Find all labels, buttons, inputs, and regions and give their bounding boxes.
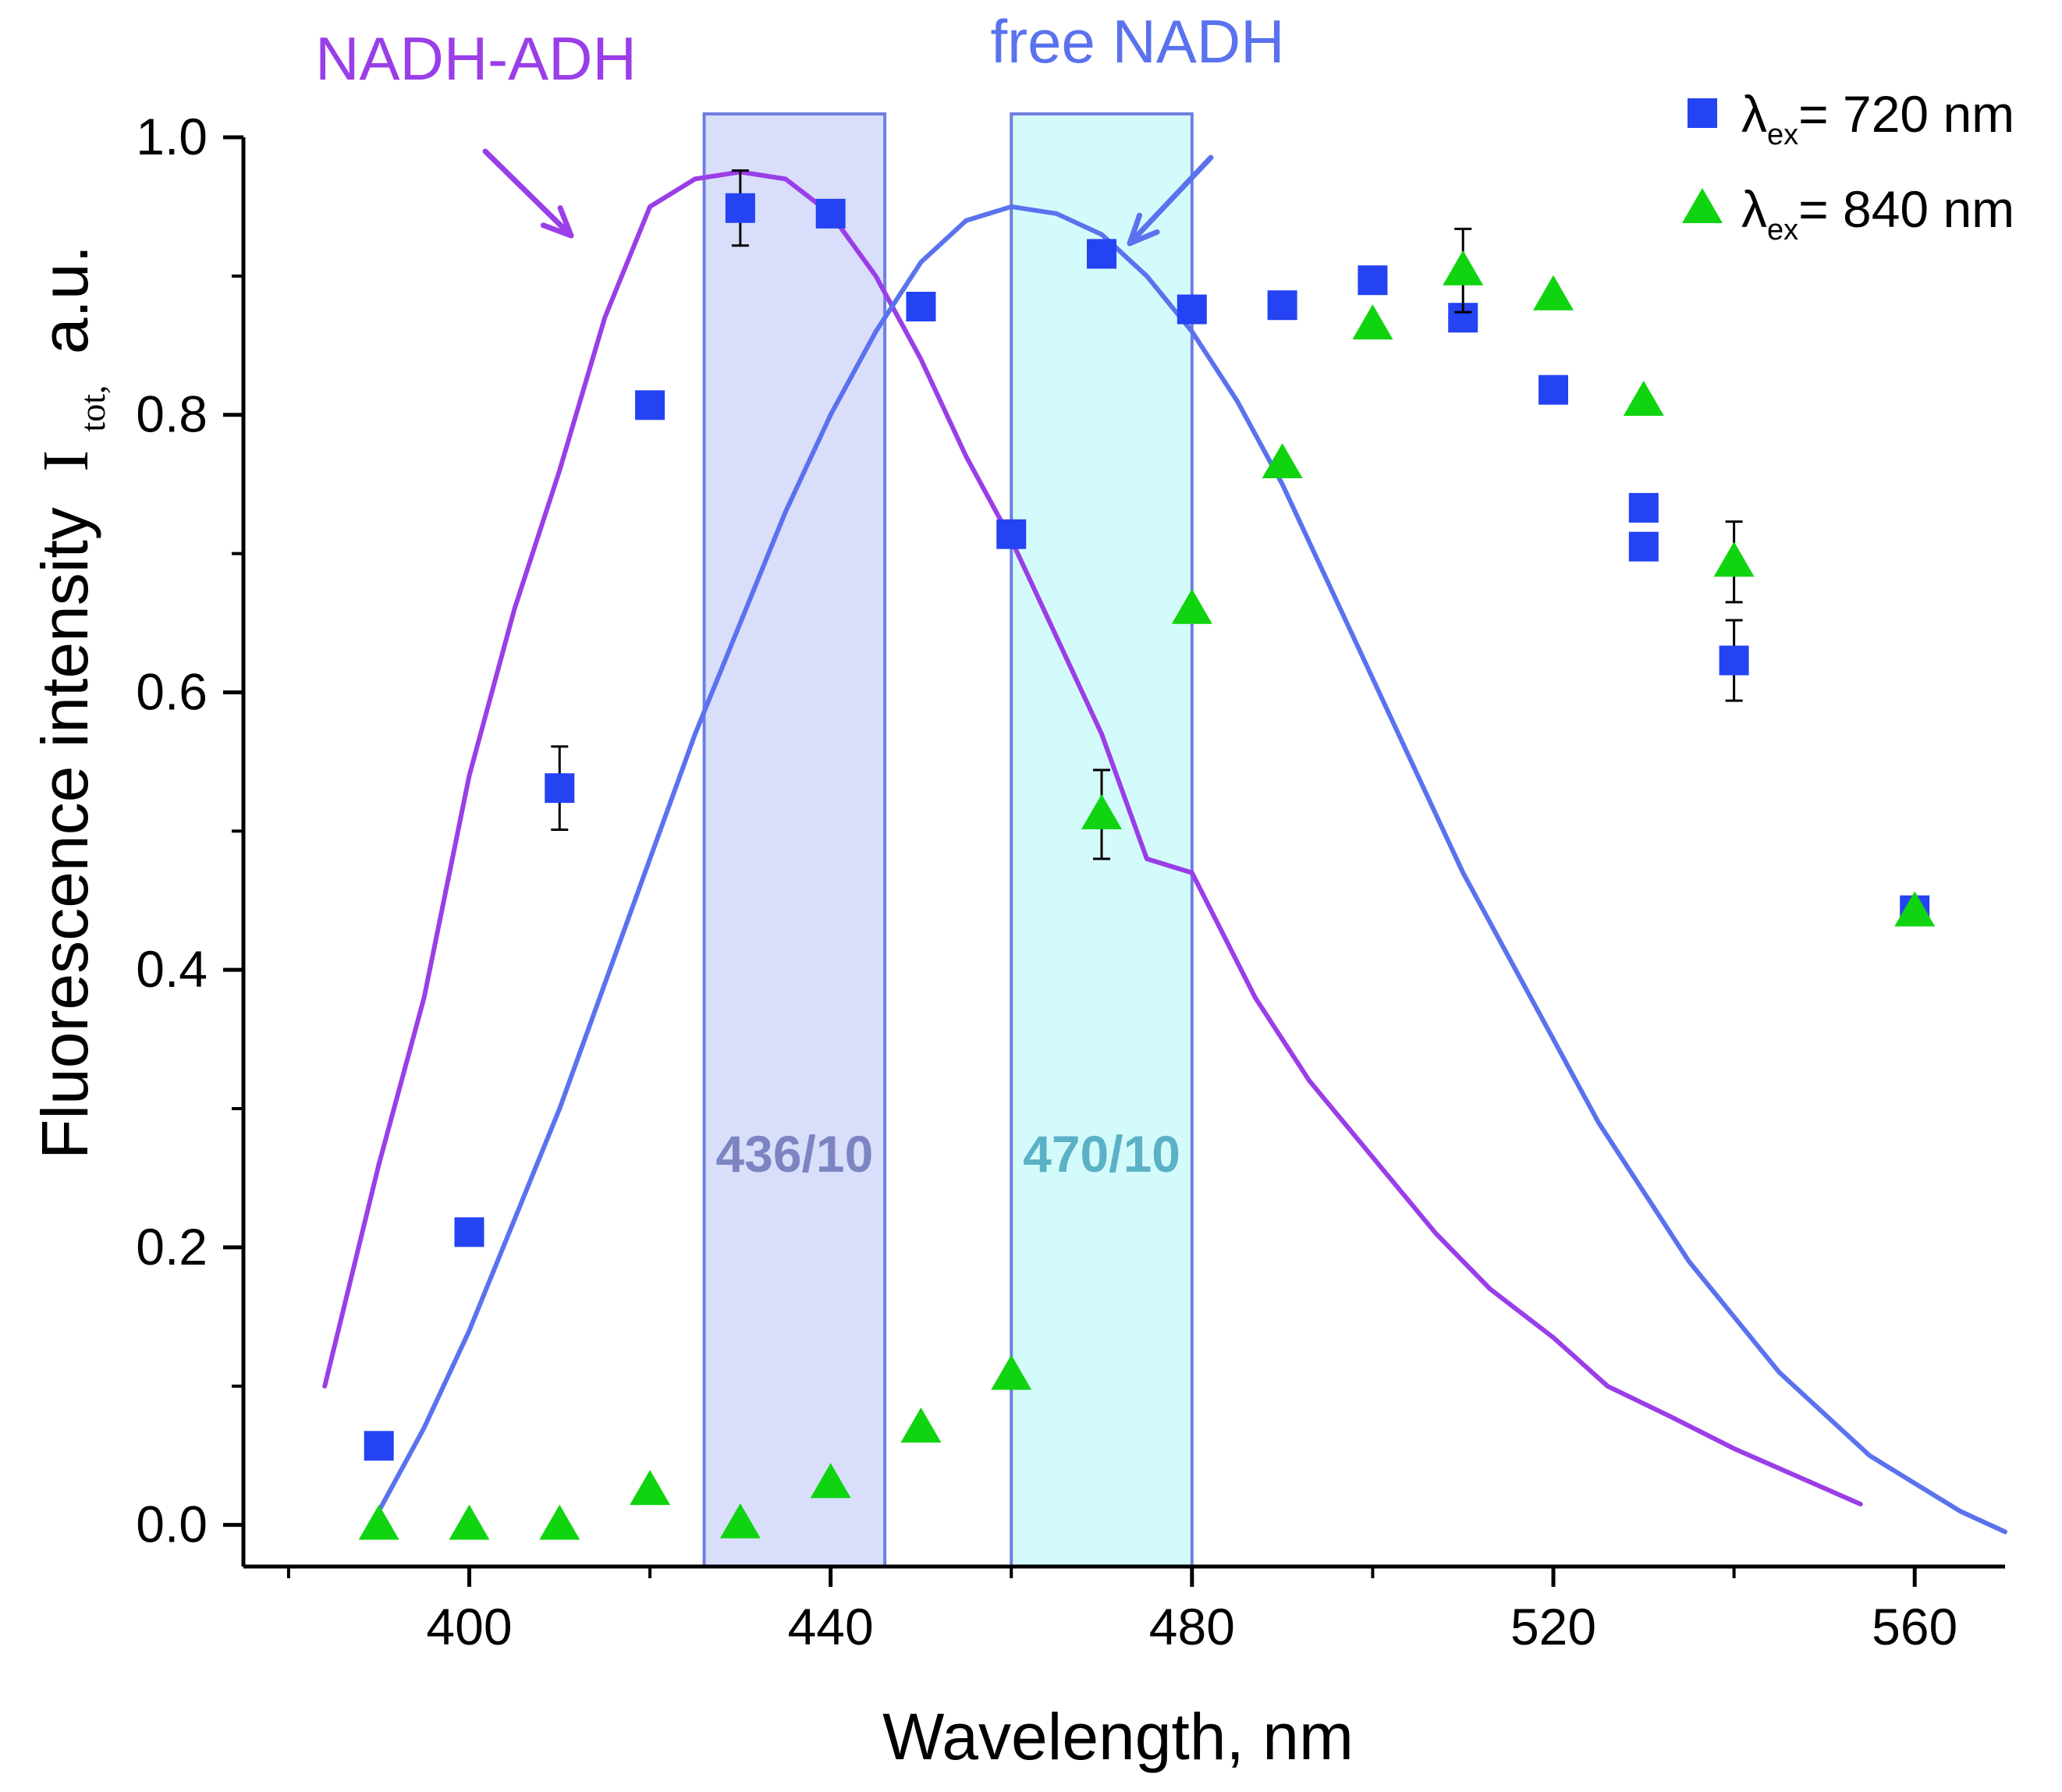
data-point-2-13 [1443,250,1484,286]
arrow-free-nadh-head [1127,212,1160,247]
arrow-free-nadh-shaft [1127,154,1214,247]
data-point-1-7 [906,291,936,321]
data-point-1-4 [635,390,665,420]
data-point-1-9 [1087,239,1117,269]
arrow-nadh-adh-shaft [482,148,574,239]
data-point-2-3 [539,1504,580,1540]
y-tick-label-0.2: 0.2 [136,1218,208,1276]
filter-band-label-1: 436/10 [715,1125,873,1183]
data-point-2-6 [810,1463,851,1499]
legend-value-2: = 840 nm [1798,180,2014,238]
bands-layer: 436/10 470/10 [702,112,1194,1568]
filter-band-label-2: 470/10 [1023,1125,1180,1183]
data-point-2-7 [900,1407,942,1443]
curve-2 [376,204,2007,1535]
y-axis-title-subscript: tot, [73,385,112,431]
legend-symbol-1: λ [1741,85,1767,143]
filter-band-1 [702,112,887,1568]
x-axis-title: Wavelength, nm [882,1700,1354,1773]
data-point-2-17 [1894,891,1936,927]
data-point-1-11 [1267,290,1297,321]
x-tick-label-520: 520 [1510,1598,1596,1655]
data-point-2-4 [630,1470,671,1506]
curve-label-nadh-adh: NADH-ADH [315,24,637,93]
data-point-2-1 [358,1504,399,1540]
curve-label-free-nadh: free NADH [990,7,1284,76]
data-point-2-2 [449,1504,490,1540]
data-point-1-16 [1628,531,1659,562]
data-point-1-17 [1719,645,1749,676]
legend-marker-2 [1682,188,1723,223]
legend-value-1: = 720 nm [1798,85,2014,143]
data-point-1-3 [545,773,575,804]
labels-layer: Wavelength, nm Fluorescence intensity I … [28,7,1354,1773]
data-point-2-15 [1623,380,1664,416]
x-tick-label-480: 480 [1149,1598,1235,1655]
data-point-2-12 [1352,304,1393,340]
y-axis-title-symbol: I [30,450,102,472]
data-point-2-5 [719,1503,761,1538]
legend-label-1: λex= 720 nm [1741,85,2014,151]
legend-symbol-2: λ [1741,180,1767,238]
data-point-2-14 [1533,275,1574,310]
data-point-2-8 [991,1354,1032,1390]
legend-subscript-2: ex [1767,214,1798,247]
data-point-1-10 [1177,294,1207,325]
legend-label-2: λex= 840 nm [1741,180,2014,247]
legend-marker-1 [1688,98,1717,128]
y-tick-label-0.4: 0.4 [136,940,208,998]
y-tick-label-0.6: 0.6 [136,662,208,720]
data-point-1-6 [815,198,846,229]
data-point-2-16 [1713,541,1755,577]
y-axis-title-unit: a.u. [28,245,101,354]
x-tick-label-440: 440 [788,1598,874,1655]
data-point-1-8 [996,519,1027,549]
x-tick-label-560: 560 [1872,1598,1957,1655]
legend-subscript-1: ex [1767,119,1798,151]
data-point-1-14 [1539,374,1569,405]
data-point-2-10 [1171,588,1212,624]
data-point-2-9 [1081,793,1123,829]
y-tick-label-1.0: 1.0 [136,108,208,165]
data-point-1-2 [454,1217,484,1247]
y-axis-title-main: Fluorescence intensity [28,507,101,1159]
data-point-1-5 [725,193,755,223]
x-tick-label-400: 400 [426,1598,512,1655]
data-point-1-15 [1628,492,1659,523]
y-tick-label-0.8: 0.8 [136,385,208,443]
data-point-2-11 [1262,442,1303,478]
data-point-1-12 [1358,265,1388,296]
y-axis-title: Fluorescence intensity I tot, a.u. [28,245,119,1159]
data-point-1-1 [364,1431,394,1461]
axes-layer: 400 440 480 520 560 0.0 0.2 0.4 0.6 0.8 1.0 [136,108,2005,1655]
y-tick-label-0.0: 0.0 [136,1496,208,1553]
arrow-nadh-adh-head [540,205,574,239]
points-layer [358,169,1936,1540]
